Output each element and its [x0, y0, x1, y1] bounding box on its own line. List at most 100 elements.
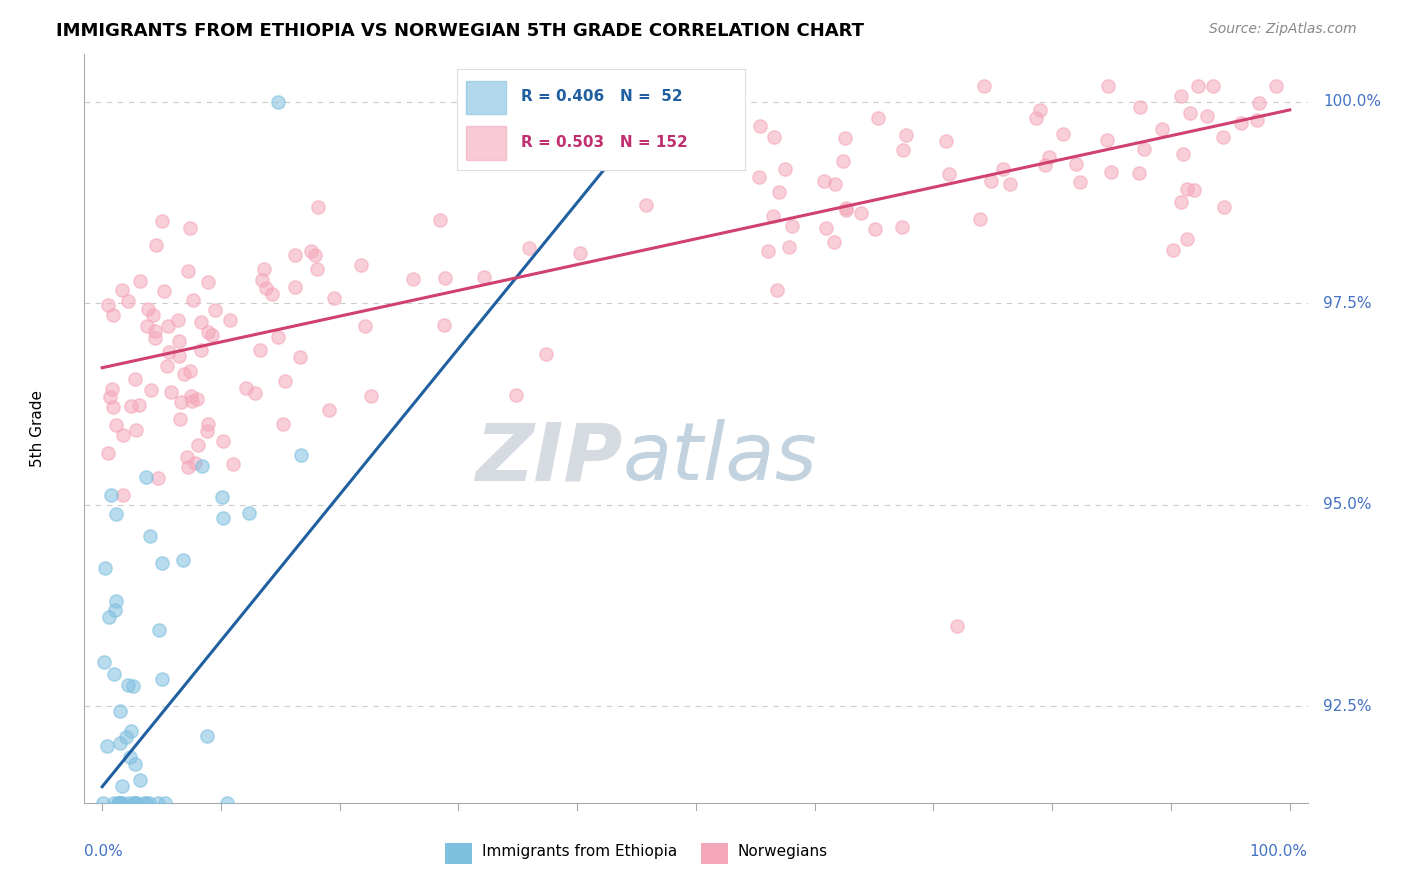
Point [267, 95, 290, 109]
Point [117, 796, 139, 810]
Point [1069, 175, 1091, 189]
Point [110, 796, 132, 810]
Text: atlas: atlas [623, 419, 817, 497]
Point [973, 78, 995, 93]
Point [998, 177, 1021, 191]
Point [1163, 244, 1185, 258]
Point [169, 412, 191, 426]
Text: 100.0%: 100.0% [1250, 844, 1308, 859]
Point [112, 488, 135, 502]
Point [835, 201, 858, 215]
Point [288, 350, 311, 364]
Point [1197, 110, 1219, 124]
Point [534, 347, 557, 361]
Point [1247, 95, 1270, 110]
Point [143, 331, 166, 345]
Point [125, 796, 148, 810]
Point [834, 131, 856, 145]
Text: Immigrants from Ethiopia: Immigrants from Ethiopia [482, 844, 678, 859]
Point [128, 398, 150, 412]
Point [433, 318, 456, 333]
Point [104, 418, 127, 433]
Point [173, 368, 195, 382]
Point [211, 490, 233, 504]
Text: 100.0%: 100.0% [1323, 95, 1382, 110]
Point [108, 796, 131, 810]
Point [138, 796, 160, 810]
Point [170, 395, 193, 409]
Point [101, 382, 124, 396]
Point [190, 343, 212, 358]
Point [103, 400, 125, 414]
Point [1029, 103, 1052, 118]
Point [305, 261, 328, 276]
Point [152, 556, 174, 570]
Text: 97.5%: 97.5% [1323, 296, 1372, 310]
Point [1178, 105, 1201, 120]
Point [304, 248, 326, 262]
Point [93, 796, 115, 810]
Point [260, 286, 283, 301]
Point [1265, 78, 1288, 93]
Point [778, 240, 800, 254]
Point [1230, 116, 1253, 130]
Point [108, 796, 131, 810]
Text: 95.0%: 95.0% [1323, 497, 1372, 512]
Point [100, 487, 122, 501]
Point [180, 389, 202, 403]
Point [350, 258, 373, 272]
Point [1150, 122, 1173, 136]
Point [238, 506, 260, 520]
Point [219, 312, 242, 326]
Point [108, 736, 131, 750]
Point [135, 470, 157, 484]
Point [748, 120, 770, 134]
Point [267, 330, 290, 344]
Point [156, 359, 179, 373]
Point [177, 459, 200, 474]
Point [111, 779, 134, 793]
Point [146, 471, 169, 485]
Point [980, 173, 1002, 187]
Point [222, 457, 245, 471]
Point [129, 274, 152, 288]
Point [120, 723, 142, 738]
Point [505, 387, 527, 401]
Point [129, 772, 152, 787]
Text: ZIP: ZIP [475, 419, 623, 497]
Point [271, 417, 294, 431]
Point [201, 327, 224, 342]
Point [782, 219, 804, 233]
Point [402, 271, 425, 285]
Point [181, 393, 204, 408]
Point [1175, 232, 1198, 246]
Text: 0.0%: 0.0% [84, 844, 124, 859]
Point [110, 796, 132, 810]
Point [212, 434, 235, 448]
Point [1170, 88, 1192, 103]
Point [1097, 133, 1119, 147]
Point [94, 560, 117, 574]
Point [1212, 130, 1234, 145]
Point [360, 389, 382, 403]
Point [215, 796, 238, 810]
Point [150, 214, 173, 228]
Point [108, 704, 131, 718]
Point [157, 319, 180, 334]
Point [823, 235, 845, 249]
Point [773, 161, 796, 176]
Point [1052, 128, 1074, 142]
Point [1064, 157, 1087, 171]
Point [254, 281, 277, 295]
Point [299, 244, 322, 258]
Text: 92.5%: 92.5% [1323, 698, 1372, 714]
Point [252, 272, 274, 286]
Point [101, 308, 124, 322]
Point [117, 678, 139, 692]
Point [1212, 200, 1234, 214]
Point [519, 241, 541, 255]
Point [157, 345, 180, 359]
Point [894, 128, 917, 143]
Text: IMMIGRANTS FROM ETHIOPIA VS NORWEGIAN 5TH GRADE CORRELATION CHART: IMMIGRANTS FROM ETHIOPIA VS NORWEGIAN 5T… [56, 22, 865, 40]
Point [139, 384, 162, 398]
